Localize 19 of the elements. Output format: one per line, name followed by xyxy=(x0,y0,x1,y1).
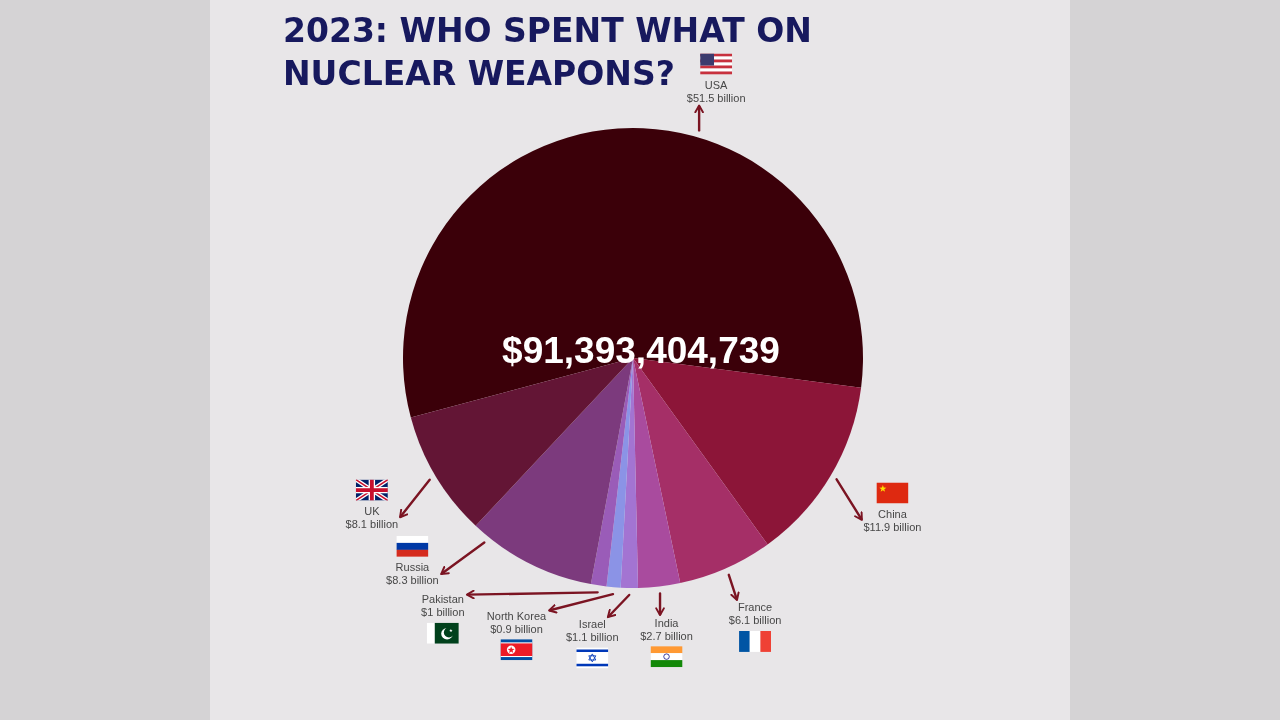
slice-label: UK xyxy=(364,505,381,518)
slice-label: France xyxy=(737,601,773,614)
data-label: $2.7 billion xyxy=(640,629,693,642)
slice-label: Russia xyxy=(395,561,431,574)
slice-label: USA xyxy=(704,79,729,92)
data-label: $1 billion xyxy=(421,606,465,619)
data-label: $8.3 billion xyxy=(386,574,439,587)
text: $91,393,404,739 xyxy=(502,329,780,371)
data-label: $11.9 billion xyxy=(863,520,922,533)
slice-label: China xyxy=(878,507,908,520)
slice-label: Israel xyxy=(578,617,606,630)
data-label: $0.9 billion xyxy=(490,622,543,635)
slice-label: Pakistan xyxy=(421,593,464,606)
slice-label: North Korea xyxy=(486,609,548,622)
data-label: $6.1 billion xyxy=(728,614,782,627)
data-label: $51.5 billion xyxy=(686,92,746,105)
slice-label: India xyxy=(654,616,680,629)
data-label: $1.1 billion xyxy=(566,630,619,643)
data-label: $8.1 billion xyxy=(345,518,399,531)
